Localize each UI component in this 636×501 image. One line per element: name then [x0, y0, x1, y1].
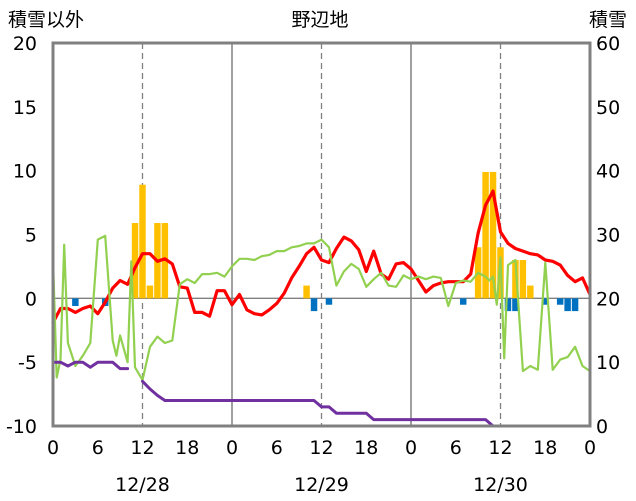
x-tick-label: 12	[488, 437, 512, 459]
y-right-tick-label: 0	[596, 416, 608, 438]
x-tick-label: 18	[533, 437, 557, 459]
x-tick-label: 6	[92, 437, 104, 459]
precip-bar	[489, 171, 497, 299]
x-tick-label: 12	[309, 437, 333, 459]
y-right-tick-label: 20	[596, 288, 620, 310]
snowfall-negative-bar	[571, 298, 579, 312]
y-left-tick-label: -10	[6, 416, 37, 438]
temperature-line	[51, 189, 592, 325]
y-left-axis-title: 積雪以外	[8, 9, 84, 31]
snowfall-negative-bar	[556, 298, 564, 305]
date-label: 12/29	[294, 474, 349, 496]
date-label: 12/28	[115, 474, 170, 496]
precip-bar	[482, 171, 489, 299]
y-right-axis-title: 積雪	[589, 9, 627, 31]
y-right-tick-label: 40	[596, 161, 620, 183]
snowfall-negative-bar	[72, 298, 79, 306]
x-tick-label: 0	[47, 437, 59, 459]
y-right-tick-label: 30	[596, 225, 620, 247]
snowfall-negative-bar	[542, 298, 549, 305]
x-tick-label: 18	[175, 437, 199, 459]
y-right-tick-label: 60	[596, 33, 620, 55]
y-left-tick-label: 5	[25, 225, 37, 247]
y-left-tick-label: 10	[13, 161, 37, 183]
chart-title: 野辺地	[291, 9, 348, 31]
y-left-tick-label: 0	[25, 288, 37, 310]
precip-bar	[139, 184, 146, 299]
precip-bar	[303, 285, 310, 299]
x-tick-label: 6	[450, 437, 462, 459]
precip-bar	[519, 260, 527, 299]
x-tick-label: 0	[405, 437, 417, 459]
x-tick-label: 12	[130, 437, 154, 459]
x-tick-label: 0	[584, 437, 596, 459]
snowfall-negative-bar	[310, 298, 318, 312]
y-right-tick-label: 50	[596, 97, 620, 119]
x-tick-label: 18	[354, 437, 378, 459]
snowfall-negative-bar	[459, 298, 467, 305]
snowfall-negative-bar	[504, 298, 512, 312]
y-left-tick-label: 20	[13, 33, 37, 55]
precip-bar	[512, 260, 519, 299]
precip-bar	[131, 223, 139, 299]
plot-border	[51, 41, 592, 428]
y-left-tick-label: 15	[13, 97, 37, 119]
snowfall-negative-bar	[325, 298, 333, 305]
snowfall-negative-bar	[564, 298, 571, 312]
y-right-tick-label: 10	[596, 352, 620, 374]
x-tick-label: 6	[271, 437, 283, 459]
snowfall-negative-bar	[512, 298, 519, 312]
y-left-tick-label: -5	[18, 352, 37, 374]
precip-bar	[146, 285, 154, 299]
wind-line	[51, 234, 592, 382]
plot-frame	[51, 41, 592, 428]
precip-bar	[527, 285, 534, 299]
date-label: 12/30	[473, 474, 528, 496]
x-tick-label: 0	[226, 437, 238, 459]
